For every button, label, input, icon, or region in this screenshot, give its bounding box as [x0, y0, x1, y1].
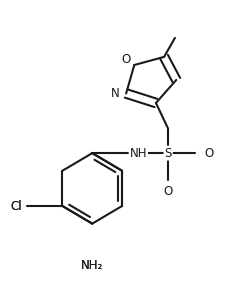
Text: NH₂: NH₂ [81, 259, 103, 272]
Text: Cl: Cl [10, 200, 22, 213]
Text: Cl: Cl [10, 200, 22, 213]
Text: S: S [164, 147, 172, 160]
Text: O: O [204, 147, 213, 160]
Text: O: O [164, 185, 173, 197]
Text: O: O [122, 53, 131, 66]
Text: NH₂: NH₂ [81, 259, 103, 272]
Text: N: N [111, 87, 120, 100]
Text: NH: NH [130, 147, 147, 160]
